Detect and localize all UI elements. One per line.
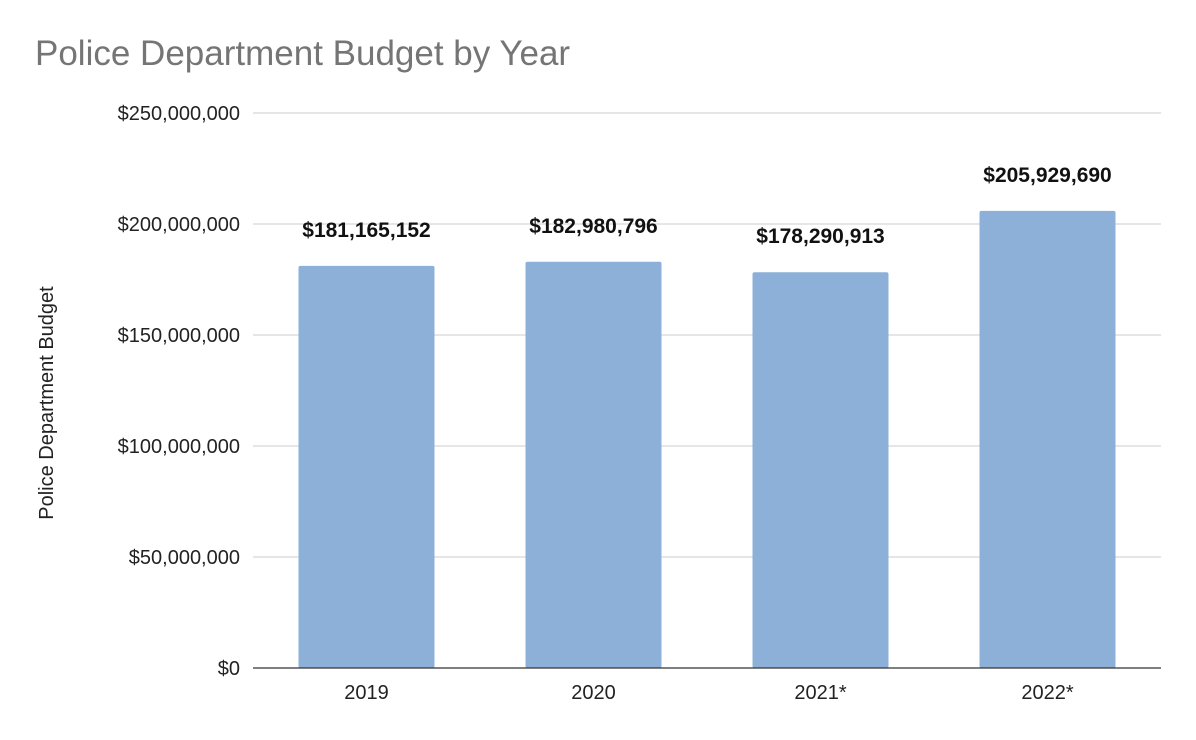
x-tick-label: 2020 <box>571 682 616 704</box>
bar-2022 <box>979 210 1116 668</box>
y-tick-label: $100,000,000 <box>118 436 240 458</box>
bar-2020 <box>525 261 662 668</box>
x-tick-label: 2019 <box>344 682 389 704</box>
data-label: $182,980,796 <box>529 215 657 238</box>
data-label: $178,290,913 <box>756 225 884 248</box>
y-tick-label: $150,000,000 <box>118 325 240 347</box>
y-tick-label: $0 <box>218 658 240 680</box>
bar-2021 <box>752 272 889 668</box>
x-tick-label: 2021* <box>794 682 846 704</box>
data-label: $181,165,152 <box>302 219 430 242</box>
chart-title: Police Department Budget by Year <box>35 34 571 73</box>
bar-2019 <box>298 265 435 668</box>
y-tick-label: $50,000,000 <box>129 547 240 569</box>
x-tick-label: 2022* <box>1021 682 1073 704</box>
data-label: $205,929,690 <box>983 164 1111 187</box>
y-tick-label: $250,000,000 <box>118 103 240 125</box>
y-tick-label: $200,000,000 <box>118 214 240 236</box>
y-axis-label: Police Department Budget <box>36 286 58 520</box>
